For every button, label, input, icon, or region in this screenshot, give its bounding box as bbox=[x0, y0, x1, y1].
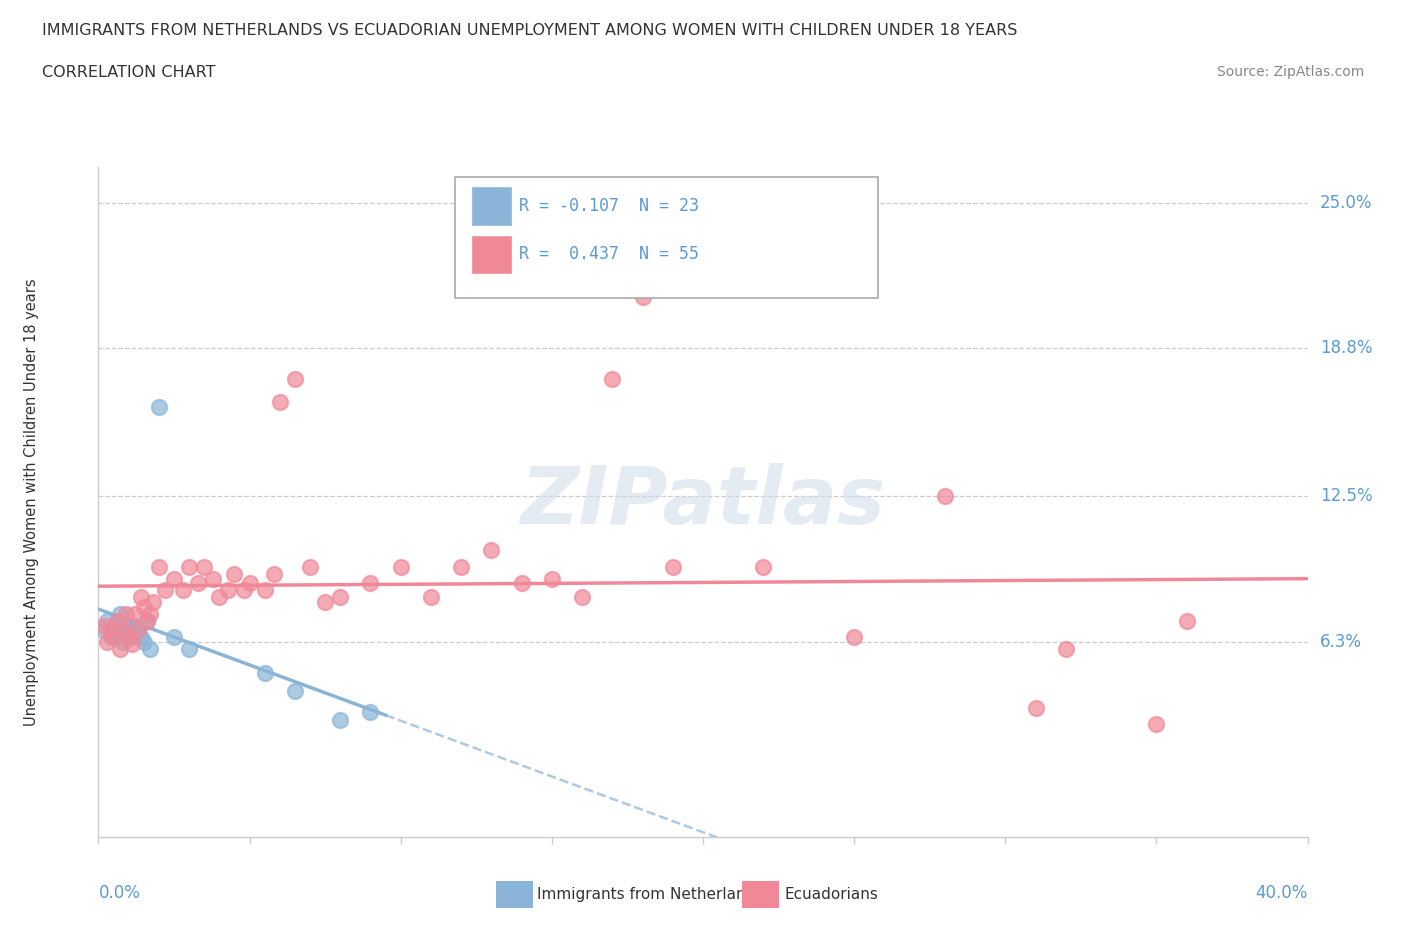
Point bbox=[177, 642, 201, 657]
Text: Ecuadorians: Ecuadorians bbox=[785, 887, 879, 902]
Point bbox=[96, 634, 118, 649]
Point bbox=[661, 559, 683, 574]
Point bbox=[177, 559, 201, 574]
Point bbox=[202, 571, 225, 586]
Point bbox=[263, 566, 285, 581]
Point bbox=[139, 642, 162, 657]
Text: R = -0.107  N = 23: R = -0.107 N = 23 bbox=[519, 197, 699, 215]
Point bbox=[253, 583, 276, 598]
Text: Immigrants from Netherlands: Immigrants from Netherlands bbox=[537, 887, 763, 902]
Point bbox=[419, 590, 441, 604]
Point bbox=[450, 559, 472, 574]
Point bbox=[224, 566, 246, 581]
Point bbox=[1175, 614, 1198, 629]
Point bbox=[510, 576, 533, 591]
Point bbox=[148, 559, 170, 574]
Point bbox=[93, 623, 115, 638]
Point bbox=[105, 614, 128, 629]
Text: 6.3%: 6.3% bbox=[1320, 633, 1361, 651]
Point bbox=[139, 606, 162, 621]
Point bbox=[314, 594, 336, 609]
Point bbox=[329, 712, 352, 727]
Point bbox=[187, 576, 209, 591]
Text: 18.8%: 18.8% bbox=[1320, 339, 1372, 357]
Point bbox=[93, 618, 115, 633]
Point bbox=[172, 583, 194, 598]
Text: CORRELATION CHART: CORRELATION CHART bbox=[42, 65, 215, 80]
Text: IMMIGRANTS FROM NETHERLANDS VS ECUADORIAN UNEMPLOYMENT AMONG WOMEN WITH CHILDREN: IMMIGRANTS FROM NETHERLANDS VS ECUADORIA… bbox=[42, 23, 1018, 38]
Point bbox=[602, 371, 624, 386]
Point bbox=[124, 606, 146, 621]
FancyBboxPatch shape bbox=[456, 178, 879, 298]
Text: ZIPatlas: ZIPatlas bbox=[520, 463, 886, 541]
Point bbox=[135, 614, 157, 629]
Point bbox=[142, 594, 165, 609]
Point bbox=[103, 618, 125, 633]
Point bbox=[163, 630, 186, 644]
Text: 25.0%: 25.0% bbox=[1320, 193, 1372, 212]
Point bbox=[127, 623, 149, 638]
Text: R =  0.437  N = 55: R = 0.437 N = 55 bbox=[519, 246, 699, 263]
Point bbox=[540, 571, 562, 586]
Point bbox=[105, 623, 128, 638]
Point bbox=[129, 590, 152, 604]
Point bbox=[121, 637, 143, 652]
Point bbox=[96, 614, 118, 629]
Text: Source: ZipAtlas.com: Source: ZipAtlas.com bbox=[1216, 65, 1364, 79]
Point bbox=[269, 395, 291, 410]
Point bbox=[135, 614, 157, 629]
Point bbox=[118, 623, 141, 638]
Point bbox=[253, 665, 276, 680]
Point bbox=[153, 583, 176, 598]
Point bbox=[108, 606, 131, 621]
Point bbox=[208, 590, 231, 604]
Point bbox=[1024, 700, 1046, 715]
Point bbox=[217, 583, 239, 598]
FancyBboxPatch shape bbox=[471, 234, 512, 274]
Point bbox=[100, 623, 122, 638]
FancyBboxPatch shape bbox=[471, 187, 512, 226]
Point bbox=[360, 705, 382, 720]
Text: 12.5%: 12.5% bbox=[1320, 487, 1372, 505]
Point bbox=[193, 559, 215, 574]
Point bbox=[121, 630, 143, 644]
Point bbox=[1144, 717, 1167, 732]
Point bbox=[111, 634, 134, 649]
Point bbox=[103, 630, 125, 644]
Point bbox=[132, 599, 155, 614]
Point bbox=[1054, 642, 1077, 657]
Point bbox=[844, 630, 866, 644]
Point bbox=[108, 642, 131, 657]
Point bbox=[239, 576, 262, 591]
Point bbox=[127, 623, 149, 638]
Point bbox=[118, 630, 141, 644]
Point bbox=[481, 543, 503, 558]
Point bbox=[148, 400, 170, 415]
Text: 40.0%: 40.0% bbox=[1256, 884, 1308, 902]
Point bbox=[299, 559, 322, 574]
Point bbox=[163, 571, 186, 586]
Point bbox=[114, 618, 136, 633]
Point bbox=[284, 684, 307, 698]
Point bbox=[389, 559, 412, 574]
Point bbox=[631, 289, 654, 304]
Point bbox=[329, 590, 352, 604]
Point bbox=[124, 618, 146, 633]
Point bbox=[100, 630, 122, 644]
Point bbox=[114, 606, 136, 621]
Point bbox=[284, 371, 307, 386]
Point bbox=[111, 623, 134, 638]
Text: Unemployment Among Women with Children Under 18 years: Unemployment Among Women with Children U… bbox=[24, 278, 39, 726]
Point bbox=[571, 590, 593, 604]
Point bbox=[360, 576, 382, 591]
Point bbox=[132, 634, 155, 649]
Point bbox=[129, 630, 152, 644]
Point bbox=[232, 583, 254, 598]
Point bbox=[934, 489, 956, 504]
Point bbox=[752, 559, 775, 574]
Text: 0.0%: 0.0% bbox=[98, 884, 141, 902]
